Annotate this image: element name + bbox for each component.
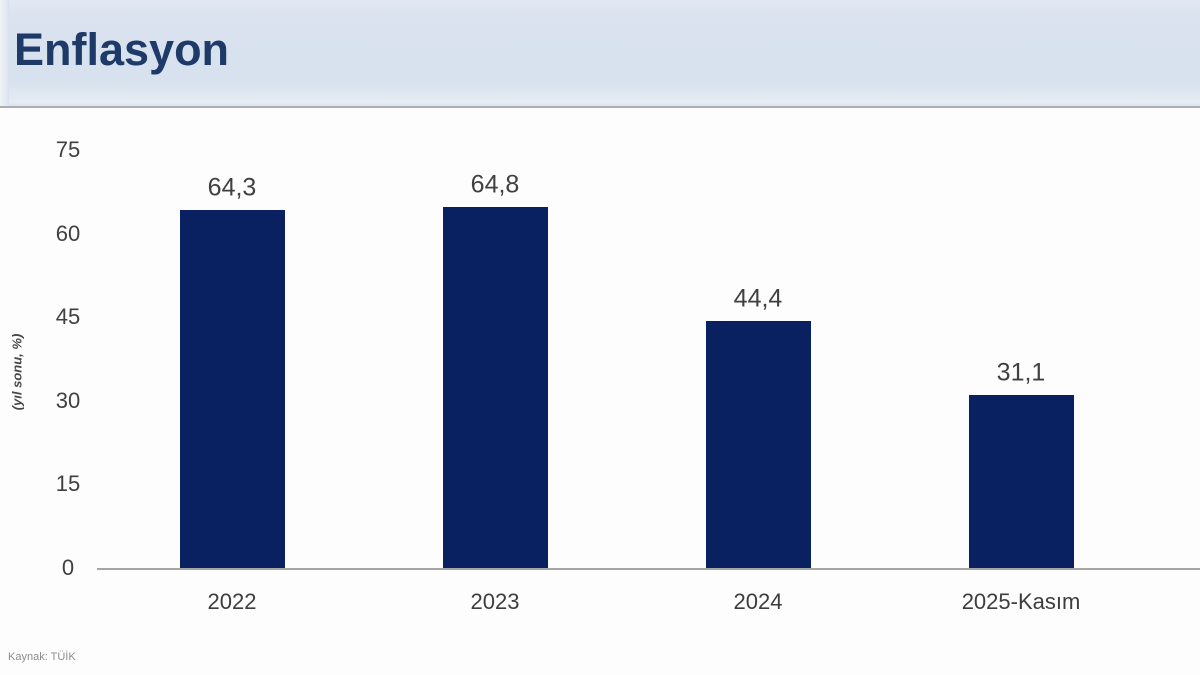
bar-2024: [705, 320, 811, 568]
page-title: Enflasyon: [14, 24, 230, 75]
header-left-strip: [0, 0, 9, 106]
y-tick-label: 30: [55, 387, 81, 413]
bar-value-label: 31,1: [996, 358, 1046, 387]
y-tick-label: 45: [55, 304, 81, 330]
bar-value-label: 64,3: [207, 173, 257, 202]
bar-value-label: 64,8: [470, 170, 520, 199]
header-banner: Enflasyon: [0, 0, 1200, 108]
source-note: Kaynak: TÜİK: [8, 651, 76, 663]
bar-2025-Kasım: [968, 394, 1074, 568]
bar-2023: [442, 206, 548, 568]
bar-2022: [179, 209, 285, 568]
y-axis-title: (yıl sonu, %): [9, 333, 25, 411]
x-axis-label: 2024: [733, 589, 783, 614]
x-axis-label: 2025-Kasım: [961, 589, 1081, 614]
y-tick-label: 0: [61, 555, 75, 580]
y-tick-label: 75: [55, 137, 81, 162]
y-tick-label: 15: [55, 471, 81, 497]
y-tick-label: 60: [55, 220, 81, 246]
x-axis-line: [97, 568, 1200, 570]
x-axis-label: 2023: [470, 589, 520, 614]
x-axis-label: 2022: [207, 589, 257, 614]
bar-value-label: 44,4: [733, 284, 783, 313]
